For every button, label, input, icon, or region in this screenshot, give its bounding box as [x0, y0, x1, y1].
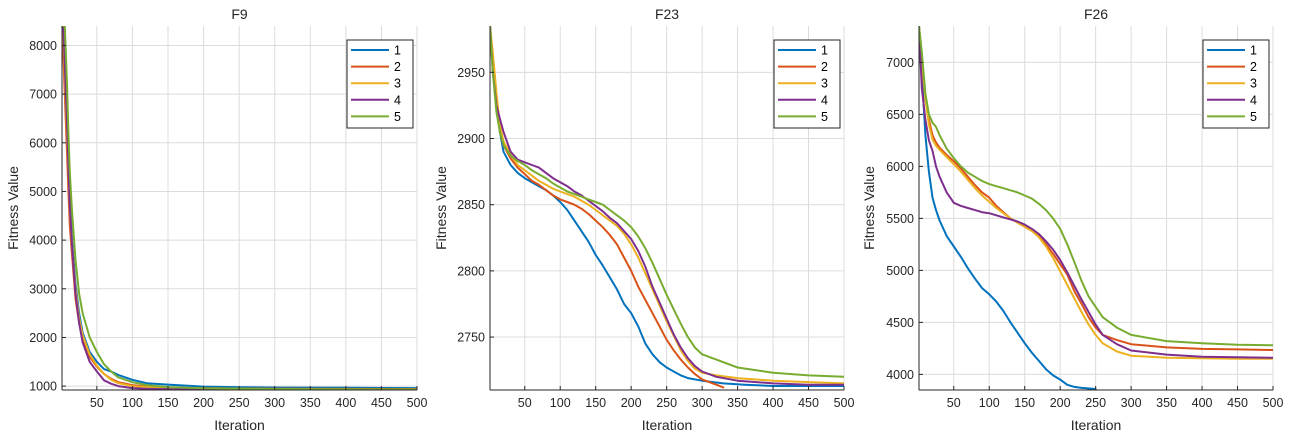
chart-panel-1: 50 100 150 200 250 300 350 400 450 500 1000 2000 300… — [5, 6, 427, 433]
x-tick-label: 300 — [1121, 396, 1142, 410]
x-tick-label: 250 — [656, 396, 677, 410]
x-tick-label: 250 — [229, 396, 250, 410]
y-tick-label: 6500 — [886, 108, 914, 122]
x-tick-label: 350 — [300, 396, 321, 410]
x-tick-label: 350 — [1156, 396, 1177, 410]
y-tick-label: 2800 — [457, 264, 485, 278]
series-line-5 — [490, 26, 844, 378]
x-tick-label: 50 — [518, 396, 532, 410]
x-tick-label: 150 — [158, 396, 179, 410]
series-line-4 — [62, 26, 417, 390]
y-axis-label: Fitness Value — [5, 166, 21, 250]
legend-label-2: 2 — [821, 60, 828, 74]
series-line-5 — [919, 26, 1273, 347]
x-tick-label: 350 — [727, 396, 748, 410]
legend: 1 2 3 4 5 — [1202, 39, 1270, 129]
x-tick-label: 450 — [371, 396, 392, 410]
legend-label-5: 5 — [1250, 110, 1257, 124]
x-tick-label: 150 — [585, 396, 606, 410]
legend-label-3: 3 — [821, 77, 828, 91]
legend-label-3: 3 — [1250, 77, 1257, 91]
y-tick-label: 2000 — [29, 331, 57, 345]
x-tick-label: 500 — [407, 396, 428, 410]
chart-title: F9 — [231, 6, 248, 22]
x-tick-label: 450 — [1227, 396, 1248, 410]
y-tick-label: 6000 — [886, 160, 914, 174]
legend-label-2: 2 — [394, 60, 401, 74]
y-tick-label: 4000 — [886, 368, 914, 382]
x-axis-label: Iteration — [642, 417, 693, 433]
x-axis-label: Iteration — [1071, 417, 1122, 433]
x-tick-label: 50 — [90, 396, 104, 410]
x-axis-label: Iteration — [214, 417, 265, 433]
x-tick-label: 200 — [621, 396, 642, 410]
y-tick-label: 7000 — [886, 56, 914, 70]
y-tick-label: 1000 — [29, 380, 57, 394]
y-tick-label: 2750 — [457, 331, 485, 345]
x-tick-label: 400 — [763, 396, 784, 410]
x-tick-label: 250 — [1085, 396, 1106, 410]
chart-panel-2: 50 100 150 200 250 300 350 400 450 500 2750 2800 285… — [433, 6, 854, 433]
y-tick-label: 5500 — [886, 212, 914, 226]
series-line-3 — [919, 26, 1273, 360]
x-tick-label: 300 — [264, 396, 285, 410]
x-tick-label: 400 — [335, 396, 356, 410]
y-tick-label: 6000 — [29, 136, 57, 150]
legend-label-4: 4 — [394, 93, 401, 107]
y-tick-label: 2900 — [457, 132, 485, 146]
x-tick-label: 400 — [1192, 396, 1213, 410]
x-tick-label: 200 — [193, 396, 214, 410]
y-tick-label: 8000 — [29, 39, 57, 53]
x-tick-label: 200 — [1050, 396, 1071, 410]
legend-label-5: 5 — [394, 110, 401, 124]
x-tick-label: 300 — [692, 396, 713, 410]
legend-label-1: 1 — [1250, 44, 1257, 58]
y-tick-label: 7000 — [29, 88, 57, 102]
series-line-2 — [490, 26, 725, 389]
series-line-1 — [490, 26, 844, 387]
legend-label-2: 2 — [1250, 60, 1257, 74]
y-tick-label: 4500 — [886, 316, 914, 330]
y-tick-label: 2850 — [457, 198, 485, 212]
chart-panel-3: 50 100 150 200 250 300 350 400 450 500 4000 4500 500… — [861, 6, 1283, 433]
legend: 1 2 3 4 5 — [773, 39, 841, 129]
x-tick-label: 500 — [1263, 396, 1284, 410]
series-line-1 — [919, 26, 1097, 390]
x-tick-label: 100 — [122, 396, 143, 410]
x-tick-label: 500 — [834, 396, 855, 410]
y-tick-label: 5000 — [886, 264, 914, 278]
y-tick-label: 3000 — [29, 282, 57, 296]
legend-label-1: 1 — [394, 44, 401, 58]
y-tick-label: 4000 — [29, 234, 57, 248]
chart-title: F23 — [655, 6, 679, 22]
x-tick-label: 100 — [979, 396, 1000, 410]
y-axis-label: Fitness Value — [433, 166, 449, 250]
series-line-4 — [490, 26, 844, 386]
chart-title: F26 — [1084, 6, 1108, 22]
x-tick-label: 50 — [947, 396, 961, 410]
y-tick-label: 5000 — [29, 185, 57, 199]
legend-label-4: 4 — [821, 93, 828, 107]
x-tick-label: 150 — [1014, 396, 1035, 410]
y-axis-label: Fitness Value — [861, 166, 877, 250]
x-tick-label: 100 — [550, 396, 571, 410]
y-tick-label: 2950 — [457, 66, 485, 80]
legend-label-3: 3 — [394, 77, 401, 91]
x-tick-label: 450 — [798, 396, 819, 410]
series-line-3 — [490, 26, 844, 385]
series-line-5 — [62, 26, 417, 390]
legend-label-4: 4 — [1250, 93, 1257, 107]
legend-label-5: 5 — [821, 110, 828, 124]
series-line-4 — [919, 26, 1273, 359]
legend: 1 2 3 4 5 — [346, 39, 414, 129]
legend-label-1: 1 — [821, 44, 828, 58]
